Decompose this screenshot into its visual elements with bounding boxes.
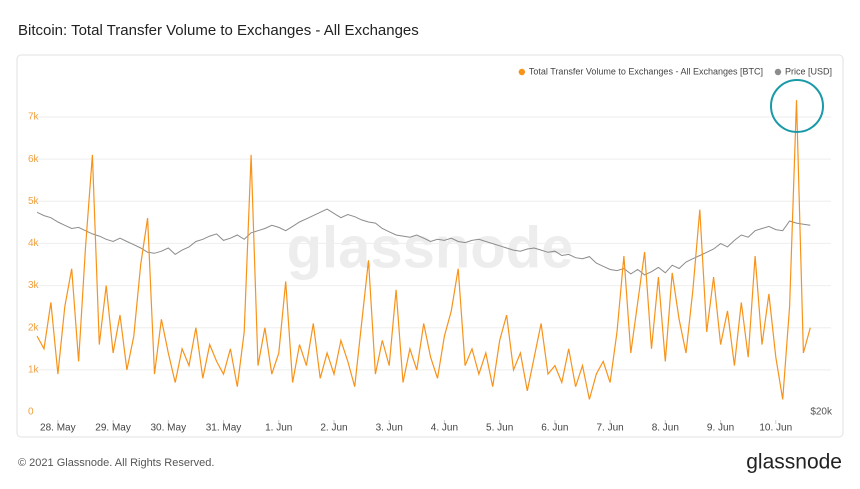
legend-label: Price [USD]	[785, 66, 832, 76]
x-tick-label: 4. Jun	[431, 423, 458, 434]
x-tick-label: 28. May	[40, 423, 76, 434]
x-tick-label: 6. Jun	[541, 423, 568, 434]
chart-title: Bitcoin: Total Transfer Volume to Exchan…	[18, 22, 419, 39]
x-tick-label: 9. Jun	[707, 423, 734, 434]
y2-tick-label: $20k	[810, 407, 833, 418]
series-line	[36, 100, 811, 400]
highlight-circle	[770, 79, 824, 133]
x-tick-label: 5. Jun	[486, 423, 513, 434]
series-line	[36, 208, 811, 276]
y-tick-label: 7k	[28, 112, 40, 123]
brand-logo: glassnode	[746, 451, 842, 474]
legend-label: Total Transfer Volume to Exchanges - All…	[529, 66, 763, 76]
x-tick-label: 10. Jun	[759, 423, 792, 434]
x-tick-label: 7. Jun	[596, 423, 623, 434]
y-tick-label: 2k	[28, 322, 40, 333]
y-tick-label: 4k	[28, 238, 40, 249]
plot-frame	[16, 54, 844, 438]
x-tick-label: 3. Jun	[376, 423, 403, 434]
x-tick-label: 1. Jun	[265, 423, 292, 434]
x-tick-label: 29. May	[95, 423, 131, 434]
y-tick-label: 5k	[28, 196, 40, 207]
watermark: glassnode	[287, 215, 574, 280]
legend-swatch	[518, 68, 526, 76]
x-tick-label: 2. Jun	[320, 423, 347, 434]
x-tick-label: 31. May	[206, 423, 242, 434]
legend-swatch	[774, 68, 782, 76]
x-tick-label: 8. Jun	[652, 423, 679, 434]
y-tick-label: 0	[28, 407, 34, 418]
y-tick-label: 6k	[28, 154, 40, 165]
plot-area: 0 1k 2k 3k 4k 5k 6k 7k $20k 28. May 29. May 30. May…	[28, 100, 833, 434]
x-tick-label: 30. May	[151, 423, 187, 434]
footer: © 2021 Glassnode. All Rights Reserved.	[18, 457, 214, 469]
y-tick-label: 3k	[28, 280, 40, 291]
y-tick-label: 1k	[28, 364, 40, 375]
